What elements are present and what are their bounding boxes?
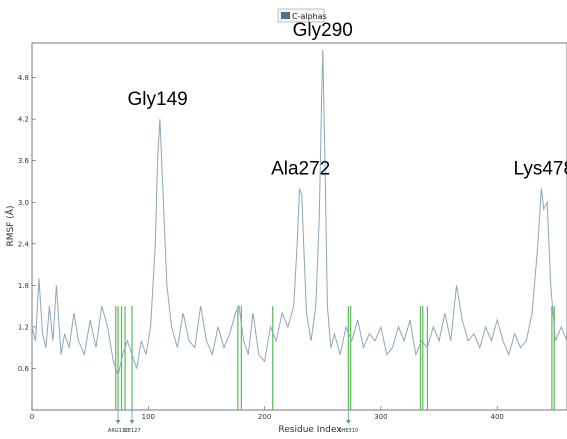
peak-label-3: Lys478 xyxy=(513,158,567,179)
x-axis-label: Residue Index xyxy=(278,425,342,435)
residue-label-0: ARG117 xyxy=(108,428,128,434)
series-line-0 xyxy=(31,49,567,378)
y-ticks: 0.6 1.2 1.8 2.4 3.0 3.6 4.2 4.8 xyxy=(18,74,36,373)
peak-label-0: Gly149 xyxy=(128,89,188,110)
x-tick-label-1: 100 xyxy=(142,413,155,421)
legend-swatch xyxy=(281,12,290,19)
y-tick-label-4: 3.0 xyxy=(18,199,29,207)
residue-arrowhead-1 xyxy=(129,420,135,424)
residue-label-2: PHE310 xyxy=(339,428,358,434)
residue-arrowhead-2 xyxy=(345,420,351,424)
y-tick-label-3: 2.4 xyxy=(18,240,30,248)
y-tick-label-6: 4.2 xyxy=(18,116,29,124)
peak-labels: Gly149 Ala272 Gly290 Lys478 xyxy=(128,20,567,179)
legend-label: C-alphas xyxy=(292,12,327,21)
x-tick-label-3: 300 xyxy=(374,413,387,421)
peak-label-2: Gly290 xyxy=(293,20,353,41)
y-axis-label: RMSF (Å) xyxy=(4,206,16,247)
peak-label-1: Ala272 xyxy=(271,158,330,179)
y-tick-label-1: 1.2 xyxy=(18,323,29,331)
y-tick-label-7: 4.8 xyxy=(18,74,29,82)
residue-label-1: ILE127 xyxy=(124,428,141,434)
residue-arrowhead-0 xyxy=(115,420,121,424)
y-tick-label-5: 3.6 xyxy=(18,157,30,165)
x-tick-label-4: 400 xyxy=(491,413,504,421)
y-tick-label-2: 1.8 xyxy=(18,282,29,290)
x-tick-label-0: 0 xyxy=(30,413,34,421)
y-tick-label-0: 0.6 xyxy=(18,365,30,373)
x-ticks: 0 100 200 300 400 xyxy=(30,406,504,421)
legend: C-alphas xyxy=(277,8,327,23)
x-tick-label-2: 200 xyxy=(258,413,271,421)
series-group xyxy=(31,49,567,378)
